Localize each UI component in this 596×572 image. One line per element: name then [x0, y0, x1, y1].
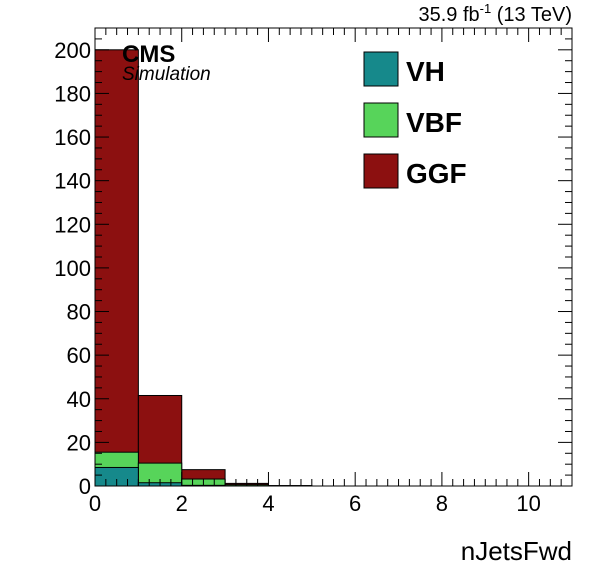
- x-tick-label: 6: [349, 491, 361, 516]
- x-tick-label: 4: [262, 491, 274, 516]
- y-tick-label: 40: [67, 387, 91, 412]
- y-tick-label: 180: [54, 81, 91, 106]
- lumi-unit: fb: [463, 4, 480, 26]
- legend-label-ggf: GGF: [406, 158, 467, 189]
- y-tick-label: 140: [54, 169, 91, 194]
- legend-swatch-ggf: [363, 153, 399, 189]
- cms-label: CMS: [122, 41, 175, 68]
- y-tick-label: 60: [67, 343, 91, 368]
- x-tick-label: 10: [516, 491, 540, 516]
- legend-label-vbf: VBF: [406, 107, 462, 138]
- y-tick-label: 200: [54, 38, 91, 63]
- x-axis-label: nJetsFwd: [461, 536, 572, 566]
- x-tick-label: 0: [89, 491, 101, 516]
- x-tick-label: 2: [176, 491, 188, 516]
- simulation-label: Simulation: [122, 64, 211, 85]
- lumi-label: 35.9 fb-1 (13 TeV): [418, 1, 572, 26]
- y-tick-label: 120: [54, 212, 91, 237]
- lumi-value: 35.9: [418, 4, 457, 26]
- y-tick-label: 160: [54, 125, 91, 150]
- x-tick-label: 8: [436, 491, 448, 516]
- legend-swatch-vh: [363, 51, 399, 87]
- lumi-exponent: -1: [480, 1, 492, 16]
- legend: VH VBF GGF: [363, 51, 467, 189]
- y-tick-label: 100: [54, 256, 91, 281]
- bars-layer: [94, 49, 313, 487]
- ticks-layer: [94, 27, 573, 487]
- y-tick-label: 20: [67, 430, 91, 455]
- legend-label-vh: VH: [406, 56, 445, 87]
- legend-swatch-vbf: [363, 102, 399, 138]
- lumi-energy: (13 TeV): [497, 4, 572, 26]
- y-tick-label: 80: [67, 300, 91, 325]
- y-tick-label: 0: [79, 474, 91, 499]
